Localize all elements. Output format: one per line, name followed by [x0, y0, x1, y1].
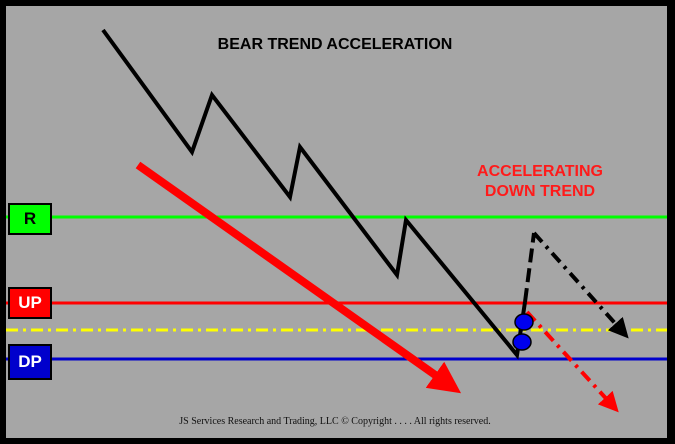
dp-level-label: DP — [8, 344, 52, 380]
up-level-label: UP — [8, 287, 52, 319]
annotation-line-2: DOWN TREND — [484, 183, 596, 200]
dashed-rally-line — [523, 232, 536, 303]
accelerating-trend-arrow — [525, 310, 619, 413]
downtrend-arrow — [135, 161, 462, 394]
chart-background — [6, 6, 667, 438]
accelerating-annotation: ACCELERATING DOWN TREND — [440, 162, 640, 202]
copyright-footer: JS Services Research and Trading, LLC © … — [179, 416, 491, 427]
signal-dot-upper — [514, 313, 534, 331]
price-path — [101, 28, 527, 360]
dashed-decline-arrow — [532, 231, 629, 339]
diagram-title: BEAR TREND ACCELERATION — [217, 36, 453, 53]
annotation-line-1: ACCELERATING — [477, 163, 603, 180]
r-level-label: R — [8, 203, 52, 235]
signal-dot-lower — [512, 333, 532, 351]
